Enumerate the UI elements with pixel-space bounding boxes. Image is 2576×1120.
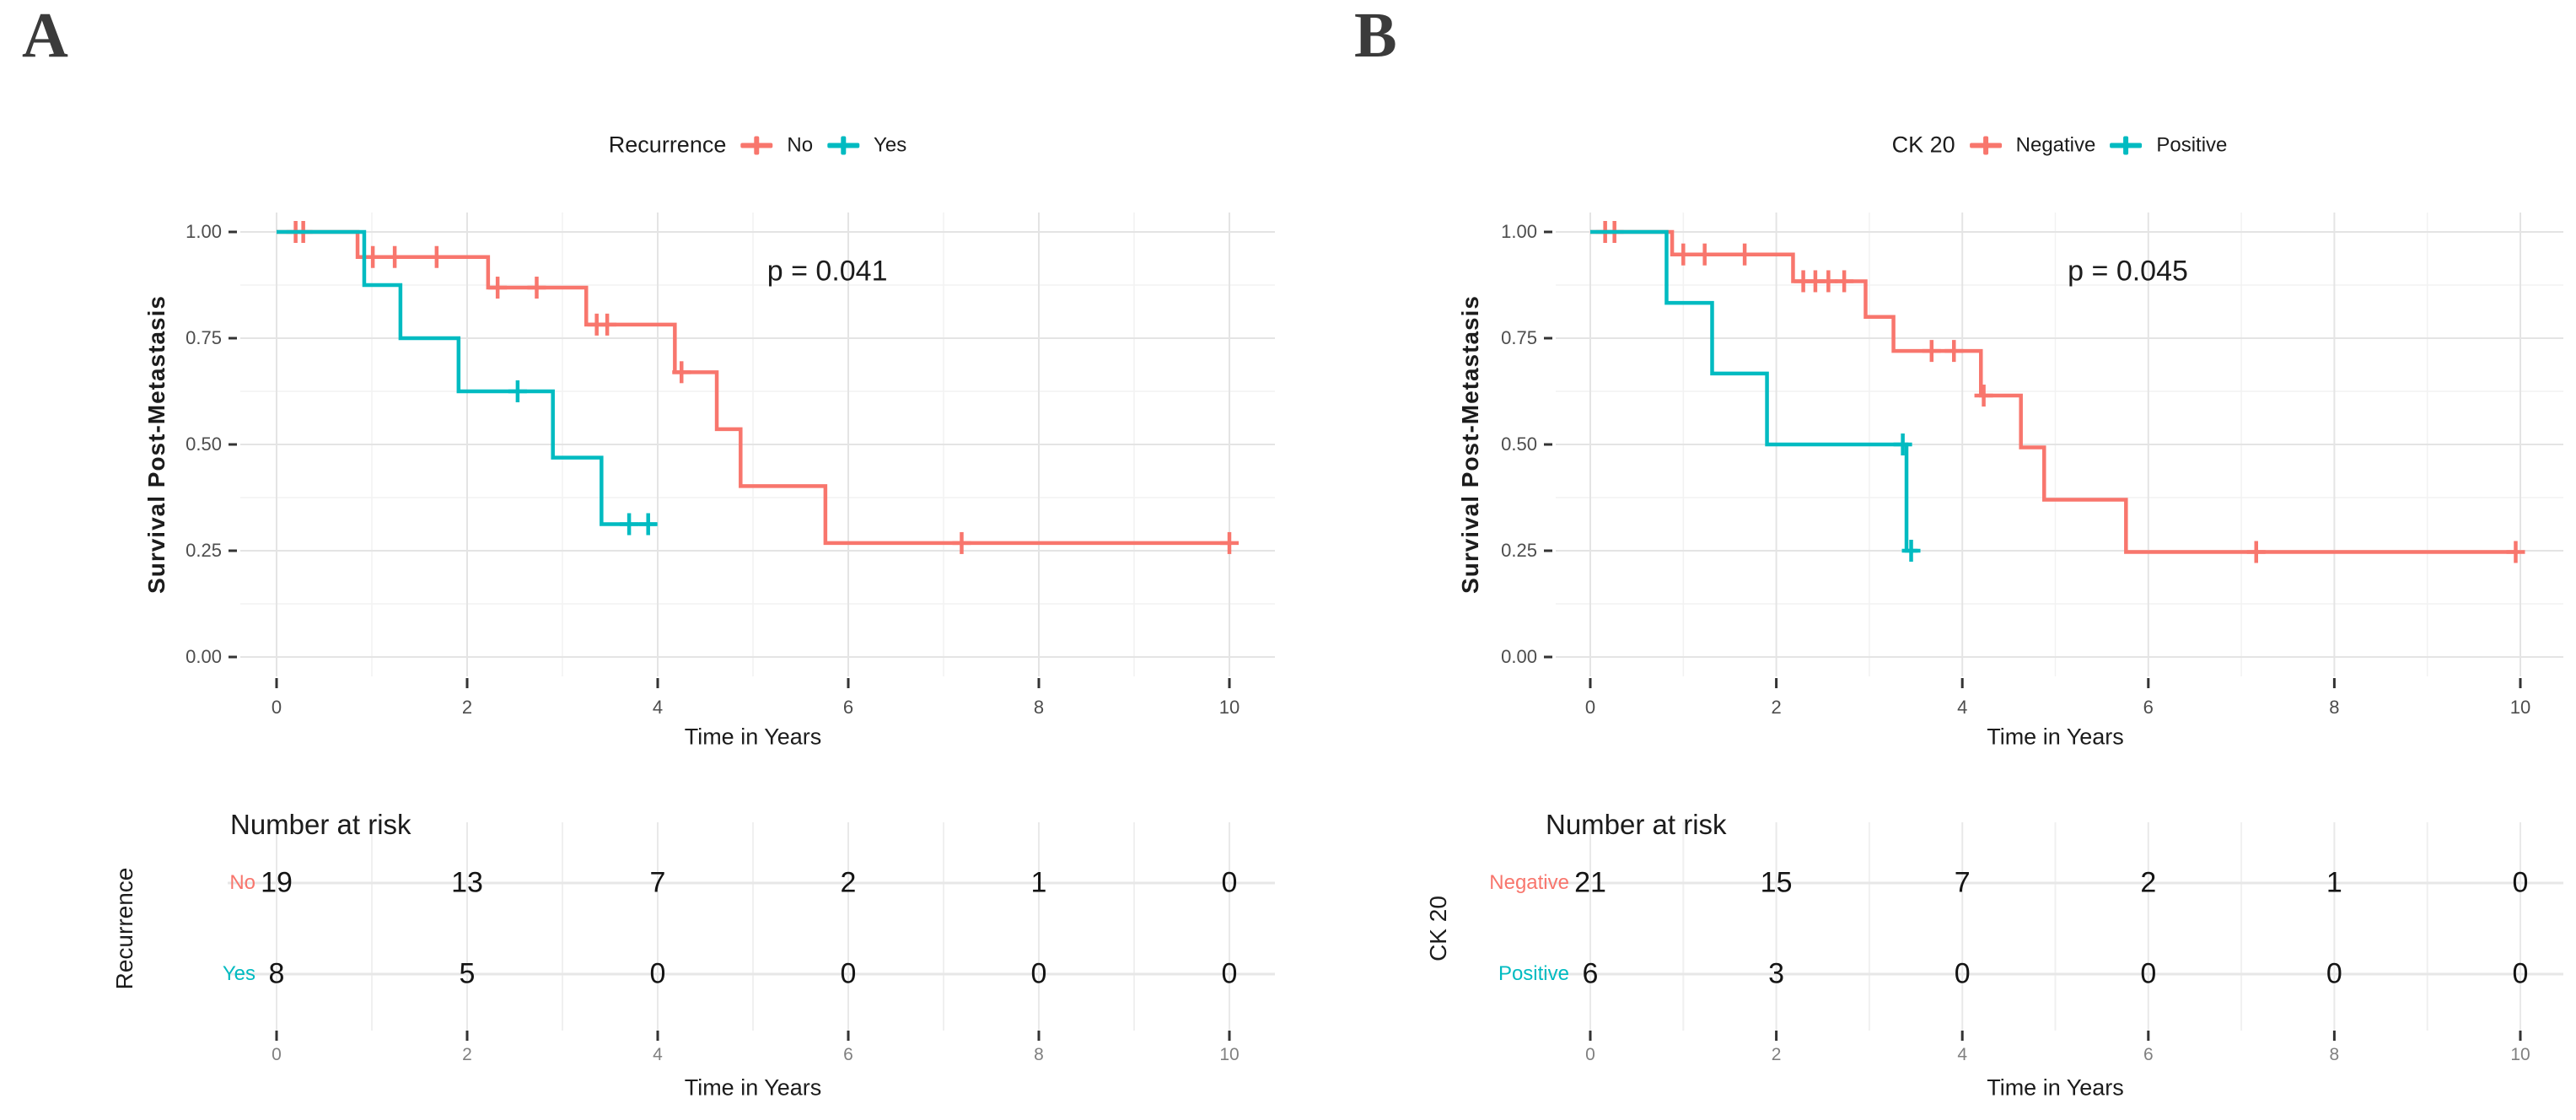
x-tick-label: 6 — [842, 697, 854, 718]
risk-count: 0 — [2326, 957, 2342, 990]
risk-count: 0 — [1221, 957, 1238, 990]
legend-item-label: Positive — [2156, 133, 2228, 156]
x-tick-label: 4 — [652, 697, 664, 718]
panel-letter: B — [1354, 0, 1397, 71]
legend: CK 20 Negative Positive — [1892, 132, 2228, 159]
x-tick-label: 6 — [2143, 697, 2154, 718]
x-tick-label: 8 — [2329, 697, 2340, 718]
risk-tick-label: 4 — [653, 1045, 663, 1064]
risk-count: 1 — [1030, 866, 1047, 899]
risk-count: 13 — [451, 866, 483, 899]
legend: Recurrence No Yes — [609, 132, 906, 159]
risk-tick-label: 4 — [1957, 1045, 1968, 1064]
risk-row-label: Negative — [1489, 871, 1569, 894]
legend-item-label: Yes — [874, 133, 907, 156]
risk-group-label: CK 20 — [1425, 896, 1451, 961]
legend-plus-key-icon — [2109, 134, 2143, 156]
risk-count: 0 — [2140, 957, 2157, 990]
risk-count: 5 — [459, 957, 476, 990]
risk-count: 15 — [1760, 866, 1793, 899]
legend-plus-key-icon — [1969, 134, 2003, 156]
y-tick-label: 0.00 — [186, 646, 222, 667]
y-tick-label: 1.00 — [186, 221, 222, 242]
x-tick-label: 4 — [1957, 697, 1968, 718]
risk-group-label: Recurrence — [111, 867, 137, 990]
y-tick-label: 0.50 — [186, 433, 222, 455]
risk-tick-label: 0 — [272, 1045, 282, 1064]
x-axis-title: Time in Years — [1987, 724, 2124, 750]
risk-x-axis-title: Time in Years — [684, 1074, 822, 1101]
risk-table-title: Number at risk — [230, 809, 411, 840]
risk-tick-label: 2 — [1771, 1045, 1782, 1064]
y-tick-label: 1.00 — [1501, 221, 1537, 242]
p-value: p = 0.041 — [766, 255, 888, 288]
x-tick-label: 2 — [461, 697, 473, 718]
y-tick-label: 0.75 — [1501, 327, 1537, 348]
risk-tick-label: 10 — [2510, 1045, 2530, 1064]
risk-count: 1 — [2326, 866, 2342, 899]
risk-tick-label: 6 — [843, 1045, 853, 1064]
legend-title: CK 20 — [1891, 132, 1955, 158]
risk-tick-label: 8 — [2329, 1045, 2340, 1064]
risk-row-label: Positive — [1498, 962, 1569, 985]
y-tick-label: 0.00 — [1501, 646, 1537, 667]
y-axis-title: Survival Post-Metastasis — [143, 295, 169, 594]
x-tick-label: 2 — [1771, 697, 1782, 718]
x-tick-label: 10 — [2509, 697, 2531, 718]
risk-tick-label: 6 — [2143, 1045, 2154, 1064]
y-tick-label: 0.75 — [186, 327, 222, 348]
legend-plus-key-icon — [826, 134, 860, 156]
risk-table-title: Number at risk — [1546, 809, 1727, 840]
risk-count: 8 — [268, 957, 285, 990]
risk-count: 0 — [2512, 866, 2529, 899]
risk-count: 2 — [2140, 866, 2157, 899]
risk-count: 2 — [840, 866, 857, 899]
x-axis-title: Time in Years — [684, 724, 822, 750]
risk-count: 0 — [1221, 866, 1238, 899]
risk-count: 0 — [1954, 957, 1971, 990]
legend-item-label: Negative — [2015, 133, 2096, 156]
legend-title: Recurrence — [608, 132, 727, 158]
risk-count: 0 — [840, 957, 857, 990]
risk-count: 7 — [649, 866, 666, 899]
x-tick-label: 10 — [1218, 697, 1240, 718]
risk-row-label: No — [229, 871, 255, 894]
risk-count: 0 — [2512, 957, 2529, 990]
risk-count: 0 — [649, 957, 666, 990]
y-tick-label: 0.25 — [186, 540, 222, 561]
risk-tick-label: 0 — [1585, 1045, 1595, 1064]
risk-tick-label: 8 — [1034, 1045, 1044, 1064]
risk-tick-label: 10 — [1219, 1045, 1240, 1064]
risk-count: 3 — [1768, 957, 1785, 990]
legend-item-label: No — [787, 133, 814, 156]
risk-count: 19 — [261, 866, 293, 899]
x-tick-label: 0 — [1584, 697, 1596, 718]
risk-count: 7 — [1954, 866, 1971, 899]
x-tick-label: 8 — [1033, 697, 1045, 718]
x-tick-label: 0 — [271, 697, 282, 718]
y-tick-label: 0.25 — [1501, 540, 1537, 561]
risk-count: 21 — [1574, 866, 1606, 899]
y-axis-title: Survival Post-Metastasis — [1457, 295, 1483, 594]
risk-count: 6 — [1582, 957, 1599, 990]
panel-letter: A — [22, 0, 68, 71]
risk-x-axis-title: Time in Years — [1987, 1074, 2124, 1101]
risk-tick-label: 2 — [462, 1045, 472, 1064]
legend-plus-key-icon — [739, 134, 773, 156]
y-tick-label: 0.50 — [1501, 433, 1537, 455]
p-value: p = 0.045 — [2068, 255, 2188, 288]
risk-row-label: Yes — [222, 962, 255, 985]
risk-count: 0 — [1030, 957, 1047, 990]
